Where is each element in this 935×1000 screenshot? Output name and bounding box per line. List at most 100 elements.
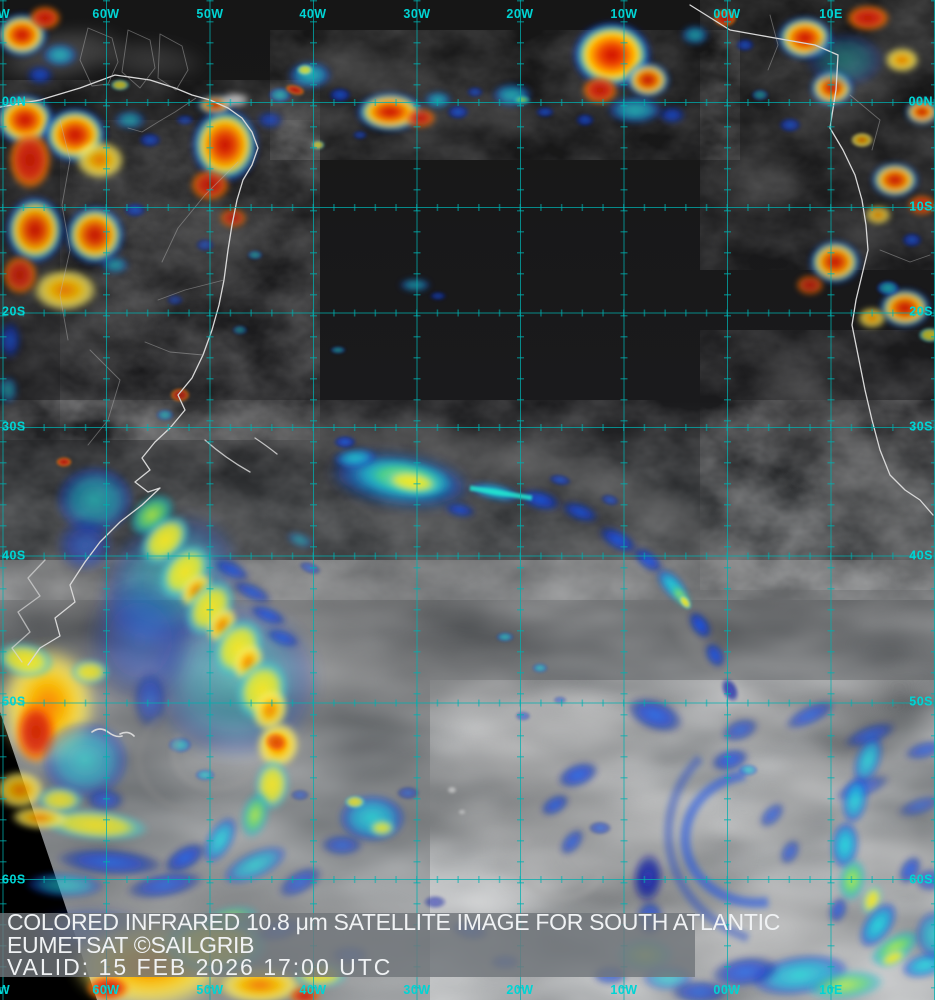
- cloud-blob: [559, 828, 585, 856]
- cloud-blob: [700, 145, 820, 215]
- cloud-blob: [42, 43, 78, 67]
- cloud-blob: [905, 99, 935, 125]
- cloud-blob: [163, 842, 207, 874]
- cloud-blob: [735, 38, 755, 52]
- cloud-blob: [447, 786, 457, 794]
- caption-background-band: [0, 913, 695, 977]
- cloud-blob: [333, 435, 357, 449]
- cloud-blob: [213, 558, 251, 582]
- cloud-blob: [582, 76, 618, 104]
- cloud-blob: [779, 839, 801, 865]
- cloud-blob: [333, 447, 377, 469]
- cloud-blob: [256, 111, 284, 129]
- cloud-blob: [778, 117, 802, 133]
- cloud-blob: [219, 92, 251, 108]
- cloud-blob: [532, 517, 668, 573]
- cloud-blob: [268, 87, 292, 103]
- cloud-blob: [864, 205, 892, 225]
- coastline-patagonia: [11, 559, 46, 663]
- cloud-blob: [156, 409, 174, 421]
- cloud-blob: [850, 132, 874, 148]
- caption-title: COLORED INFRARED 10.8 μm SATELLITE IMAGE…: [7, 909, 781, 935]
- cloud-blob: [5, 196, 65, 264]
- cloud-blob: [65, 205, 125, 265]
- cloud-blob: [841, 776, 869, 824]
- cloud-blob: [8, 130, 52, 190]
- cloud-blob: [496, 632, 514, 642]
- cloud-blob: [751, 89, 769, 101]
- cloud-blob: [370, 537, 490, 583]
- cloud-blob: [2, 255, 38, 295]
- cloud-blob: [670, 980, 730, 1000]
- cloud-blob: [231, 580, 273, 604]
- cloud-blob: [328, 87, 352, 103]
- cloud-blob: [830, 821, 860, 869]
- cloud-blob: [0, 94, 55, 146]
- cloud-blob: [55, 517, 115, 573]
- cloud-blob: [796, 275, 824, 295]
- cloud-blob: [879, 288, 931, 328]
- cloud-blob: [90, 37, 210, 83]
- cloud-blob: [658, 106, 686, 124]
- cloud-blob: [723, 740, 857, 860]
- cloud-blob: [681, 25, 709, 45]
- cloud-blob: [810, 652, 930, 748]
- cloud-blob: [918, 327, 935, 343]
- cloud-blob: [404, 108, 436, 128]
- cloud-blob: [0, 376, 18, 404]
- cloud-blob: [29, 6, 61, 30]
- cloud-blob: [249, 604, 287, 626]
- cloud-blob: [871, 162, 919, 198]
- cloud-blob: [330, 346, 346, 354]
- coastline-falkland-islands: [91, 728, 135, 738]
- cloud-blob: [805, 969, 885, 1000]
- cloud-blob: [720, 677, 740, 703]
- cloud-blob: [101, 256, 129, 274]
- cloud-blob: [286, 531, 314, 549]
- cloud-blob: [132, 670, 168, 730]
- country-borders: [59, 14, 931, 446]
- cloud-blob: [123, 202, 147, 218]
- cloud-blob: [247, 250, 263, 260]
- coastlines: [0, 4, 934, 738]
- cloud-blob: [884, 47, 920, 73]
- cloud-blob: [466, 86, 484, 98]
- cloud-blob: [532, 663, 548, 673]
- cloud-blob: [626, 62, 670, 98]
- cloud-blob: [251, 688, 289, 732]
- cloud-blob: [876, 280, 900, 296]
- coastline-south-america: [0, 74, 259, 666]
- cloud-blob: [704, 642, 726, 668]
- cloud-blob: [878, 948, 908, 968]
- cloud-blob: [812, 468, 935, 592]
- cloud-blob: [195, 238, 215, 252]
- cloud-blob: [805, 32, 885, 88]
- cloud-blob: [678, 594, 692, 610]
- cloud-blob: [560, 501, 600, 523]
- cloud-blob: [265, 628, 301, 648]
- cloud-blob: [382, 469, 442, 495]
- cloud-blob: [859, 902, 897, 948]
- cloud-blob: [710, 748, 750, 772]
- cloud-blob: [575, 113, 595, 127]
- cloud-blob: [70, 659, 110, 685]
- cloud-blob: [138, 132, 162, 148]
- cloud-blob: [458, 809, 466, 815]
- cloud-blob: [320, 834, 364, 856]
- cloud-blob: [852, 735, 884, 785]
- cloud-blob: [344, 795, 366, 809]
- cloud-blob: [289, 987, 321, 1000]
- cloud-blob: [846, 5, 890, 31]
- cloud-blob: [688, 610, 712, 640]
- cloud-blob: [31, 268, 99, 312]
- cloud-blob: [588, 821, 612, 835]
- cloud-blob: [94, 390, 246, 470]
- cloud-blob: [0, 320, 22, 360]
- cloud-blob: [10, 805, 70, 831]
- cloud-blob: [423, 895, 447, 909]
- cloud-blob: [540, 793, 570, 817]
- cloud-blob: [296, 64, 314, 76]
- cloud-blob: [607, 96, 663, 124]
